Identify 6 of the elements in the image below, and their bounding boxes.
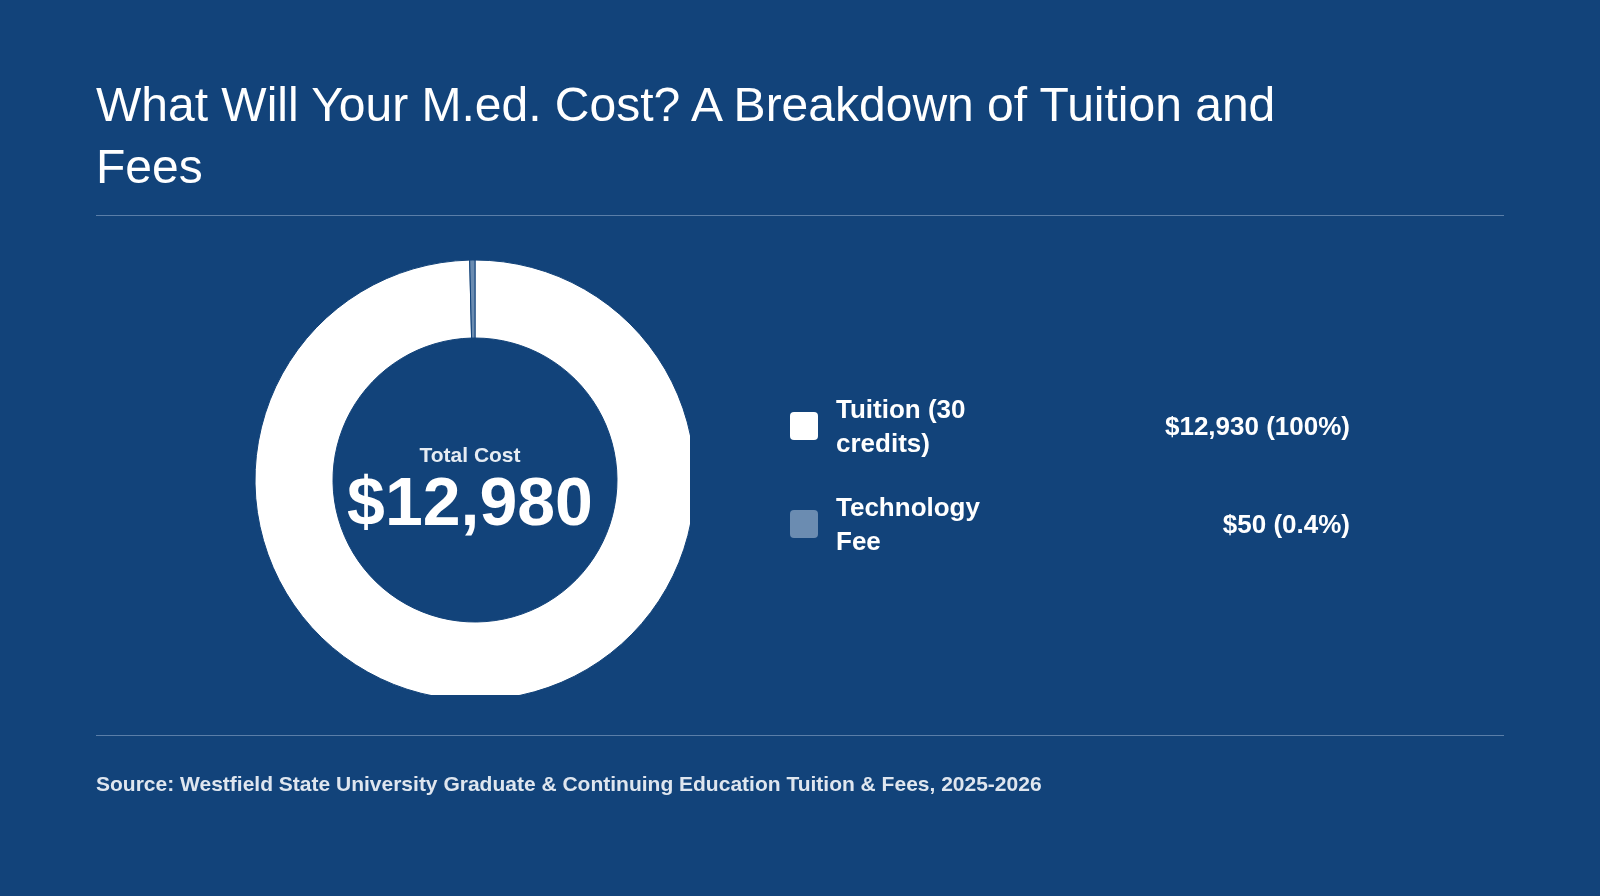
- legend-label: Tuition (30 credits): [836, 393, 967, 460]
- legend-label: Technology Fee: [836, 491, 981, 558]
- chart-title: What Will Your M.ed. Cost? A Breakdown of Tuition and Fees: [96, 77, 1277, 195]
- data-label: $12,930 (100%): [1163, 410, 1350, 442]
- data-label: $50 (0.4%): [1221, 508, 1350, 540]
- source-note: Source: Westfield State University Graduate & Continuing Education Tuition & Fees, 2025-2026: [96, 772, 1042, 796]
